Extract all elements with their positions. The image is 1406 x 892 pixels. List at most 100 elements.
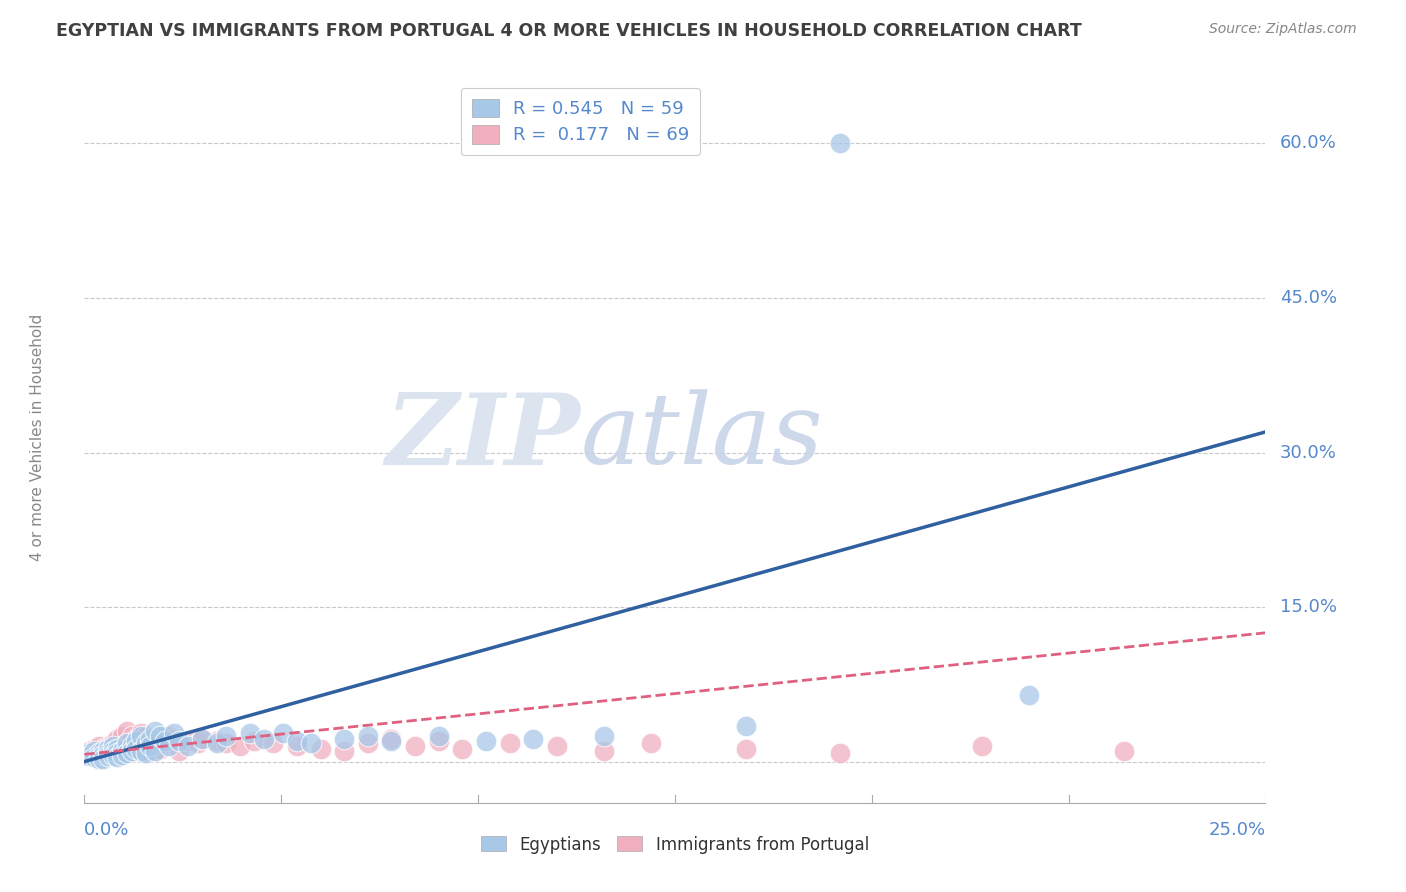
Point (427, 734, 450, 748)
Point (121, 739, 143, 753)
Point (153, 734, 176, 748)
Point (143, 744, 166, 758)
Point (129, 739, 152, 753)
Point (77, 749, 100, 764)
Point (87, 747, 110, 761)
Point (125, 731, 148, 746)
Point (111, 747, 134, 761)
Point (167, 744, 190, 758)
Point (149, 742, 172, 756)
Point (101, 744, 124, 758)
Text: 0.0%: 0.0% (84, 822, 129, 839)
Point (163, 725, 186, 739)
Point (139, 739, 162, 753)
Point (121, 744, 143, 758)
Point (101, 744, 124, 758)
Point (380, 731, 402, 746)
Text: Source: ZipAtlas.com: Source: ZipAtlas.com (1209, 22, 1357, 37)
Point (115, 747, 138, 761)
Point (107, 742, 129, 756)
Point (498, 736, 520, 750)
Point (125, 734, 148, 748)
Point (91, 748, 114, 763)
Point (299, 736, 322, 750)
Point (135, 736, 157, 750)
Point (87, 739, 110, 753)
Point (97, 747, 120, 761)
Point (167, 734, 190, 748)
Point (91, 742, 114, 756)
Point (97, 740, 120, 755)
Point (157, 739, 180, 753)
Point (149, 731, 172, 746)
Point (205, 736, 228, 750)
Point (1112, 744, 1135, 758)
Point (1018, 688, 1040, 702)
Point (970, 739, 993, 753)
Point (101, 748, 124, 763)
Point (285, 734, 308, 748)
Point (97, 745, 120, 759)
Point (451, 742, 474, 756)
Point (167, 736, 190, 750)
Text: 25.0%: 25.0% (1208, 822, 1265, 839)
Point (135, 729, 157, 743)
Point (187, 736, 209, 750)
Point (243, 734, 266, 748)
Point (546, 739, 568, 753)
Point (101, 736, 124, 750)
Point (215, 729, 238, 743)
Point (83, 747, 105, 762)
Text: 30.0%: 30.0% (1279, 443, 1337, 461)
Point (83, 742, 105, 756)
Point (87, 749, 110, 764)
Point (157, 734, 180, 748)
Point (143, 734, 166, 748)
Point (830, 747, 852, 761)
Point (215, 736, 238, 750)
Text: 60.0%: 60.0% (1279, 135, 1336, 153)
Point (121, 742, 143, 756)
Point (149, 729, 172, 743)
Point (357, 729, 380, 743)
Text: 45.0%: 45.0% (1279, 289, 1337, 307)
Point (253, 731, 276, 746)
Text: 4 or more Vehicles in Household: 4 or more Vehicles in Household (30, 313, 45, 561)
Point (97, 749, 120, 764)
Point (77, 744, 100, 758)
Point (285, 739, 308, 753)
Point (139, 740, 162, 755)
Point (129, 729, 152, 743)
Point (830, 136, 852, 151)
Point (91, 747, 114, 762)
Point (91, 744, 114, 758)
Point (91, 751, 114, 765)
Point (593, 729, 616, 743)
Point (522, 731, 544, 746)
Point (91, 750, 114, 764)
Point (135, 747, 157, 761)
Point (107, 742, 129, 756)
Point (121, 729, 143, 743)
Point (205, 734, 228, 748)
Point (177, 734, 200, 748)
Point (83, 744, 105, 758)
Point (239, 725, 262, 739)
Point (107, 750, 129, 764)
Point (87, 749, 110, 764)
Point (107, 731, 129, 746)
Point (107, 747, 129, 761)
Point (101, 739, 124, 753)
Point (357, 736, 380, 750)
Point (271, 725, 294, 739)
Text: 15.0%: 15.0% (1279, 598, 1337, 616)
Point (139, 731, 162, 746)
Point (115, 747, 138, 761)
Point (125, 744, 148, 758)
Point (135, 744, 157, 758)
Point (734, 718, 756, 732)
Point (111, 744, 134, 758)
Point (143, 744, 166, 758)
Point (153, 729, 176, 743)
Point (111, 748, 134, 763)
